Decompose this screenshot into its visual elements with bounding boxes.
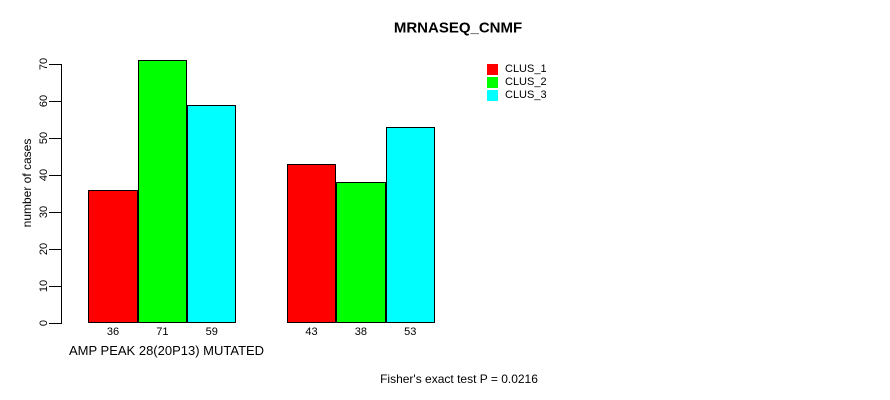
y-tick-label: 20 [38, 242, 50, 256]
legend-item-clus_1: CLUS_1 [487, 64, 547, 75]
legend-label: CLUS_1 [505, 63, 547, 75]
bar-clus_3-group1 [187, 104, 237, 323]
y-tick-label: 50 [38, 131, 50, 145]
bar-value-label: 59 [205, 326, 218, 338]
y-tick-label: 60 [38, 94, 50, 108]
bar-clus_2-group2 [336, 182, 386, 323]
chart-title: MRNASEQ_CNMF [393, 19, 523, 37]
bar-clus_3-group2 [385, 126, 435, 323]
y-axis [61, 64, 62, 324]
fisher-test-note: Fisher's exact test P = 0.0216 [380, 372, 538, 386]
y-tick [49, 249, 61, 250]
y-tick [49, 286, 61, 287]
y-tick [49, 64, 61, 65]
x-axis-label: AMP PEAK 28(20P13) MUTATED [69, 343, 265, 358]
bar-clus_1-group1 [88, 189, 138, 323]
bar-value-label: 38 [354, 326, 368, 338]
legend-label: CLUS_3 [505, 89, 547, 101]
bar-value-label: 53 [404, 326, 417, 338]
legend-swatch-icon [487, 90, 498, 101]
bar-value-label: 71 [156, 326, 169, 338]
y-tick-label: 10 [38, 279, 50, 293]
y-tick-label: 40 [38, 168, 50, 182]
y-tick-label: 0 [38, 319, 50, 327]
bar-clus_2-group1 [137, 60, 188, 323]
legend-item-clus_3: CLUS_3 [487, 90, 547, 101]
legend-label: CLUS_2 [505, 76, 547, 88]
bar-clus_1-group2 [286, 163, 337, 323]
legend-swatch-icon [487, 77, 498, 88]
y-tick-label: 30 [38, 205, 50, 219]
y-tick [49, 323, 61, 324]
y-tick-label: 70 [38, 57, 50, 71]
y-tick [49, 101, 61, 102]
y-tick [49, 212, 61, 213]
bar-value-label: 43 [305, 326, 318, 338]
y-tick [49, 138, 61, 139]
legend-swatch-icon [487, 64, 498, 75]
legend: CLUS_1 CLUS_2 CLUS_3 [487, 64, 547, 101]
bar-value-label: 36 [106, 326, 120, 338]
y-axis-label: number of cases [20, 138, 34, 228]
legend-item-clus_2: CLUS_2 [487, 77, 547, 88]
y-tick [49, 175, 61, 176]
